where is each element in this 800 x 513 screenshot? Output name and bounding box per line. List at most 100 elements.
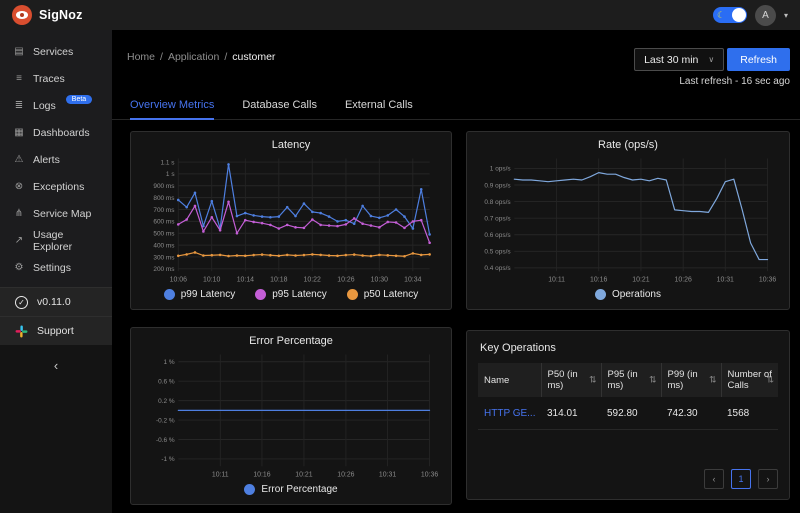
tab-overview-metrics[interactable]: Overview Metrics <box>130 90 215 120</box>
column-header-name[interactable]: Name <box>478 363 542 397</box>
error-percentage-chart[interactable]: 1 % 0.6 % 0.2 % -0.2 % -0.6 % -1 % 10:11 10:16 1… <box>131 348 451 481</box>
sort-icon[interactable]: ⇅ <box>766 374 774 385</box>
settings-icon: ⚙ <box>14 262 24 273</box>
svg-text:10:21: 10:21 <box>632 276 649 283</box>
svg-text:1.1 s: 1.1 s <box>161 159 175 166</box>
svg-text:0.2 %: 0.2 % <box>158 398 175 405</box>
sidebar-item-label: Exceptions <box>33 180 85 193</box>
sort-icon[interactable]: ⇅ <box>648 374 657 385</box>
legend-item[interactable]: Operations <box>595 289 661 300</box>
svg-text:-1 %: -1 % <box>161 456 175 463</box>
chevron-down-icon: ∨ <box>708 55 715 64</box>
column-header-p95[interactable]: P95 (in ms) ⇅ <box>601 363 662 397</box>
num-calls-value: 1568 <box>721 397 778 430</box>
rate-chart[interactable]: 1 ops/s 0.9 ops/s 0.8 ops/s 0.7 ops/s 0.6 op… <box>467 152 789 286</box>
sidebar-item-settings[interactable]: ⚙ Settings <box>0 254 112 281</box>
sidebar-item-label: Settings <box>33 261 71 274</box>
svg-text:0.8 ops/s: 0.8 ops/s <box>484 199 510 206</box>
latency-panel: Latency 1.1 s 1 s 900 ms 800 ms 700 ms 600 ms… <box>130 131 452 310</box>
column-header-p50[interactable]: P50 (in ms) ⇅ <box>541 363 602 397</box>
next-page-button[interactable]: › <box>758 469 778 489</box>
svg-text:10:22: 10:22 <box>304 276 321 283</box>
svg-text:1 ops/s: 1 ops/s <box>490 166 511 173</box>
svg-text:0.6 ops/s: 0.6 ops/s <box>484 232 510 239</box>
legend-item[interactable]: p50 Latency <box>346 289 418 300</box>
svg-text:10:18: 10:18 <box>270 276 287 283</box>
legend-item[interactable]: p99 Latency <box>163 289 236 300</box>
svg-text:600 ms: 600 ms <box>153 219 174 226</box>
sidebar-item-alerts[interactable]: ⚠ Alerts <box>0 146 112 173</box>
svg-text:10:26: 10:26 <box>337 276 354 283</box>
breadcrumb-application[interactable]: Application <box>167 51 220 63</box>
svg-text:10:11: 10:11 <box>212 471 229 478</box>
svg-text:10:34: 10:34 <box>404 276 421 283</box>
dark-mode-toggle[interactable]: ☾ <box>712 7 747 23</box>
signoz-logo[interactable]: SigNoz <box>12 5 83 25</box>
legend-label: Error Percentage <box>261 484 338 495</box>
sidebar-item-dashboards[interactable]: ▦ Dashboards <box>0 119 112 146</box>
sidebar-item-exceptions[interactable]: ⊗ Exceptions <box>0 173 112 200</box>
svg-text:10:26: 10:26 <box>337 471 354 478</box>
support-label: Support <box>37 325 74 337</box>
sidebar: ▤ Services ≡ Traces ≣ Logs Beta ▦ Dashbo… <box>0 30 112 513</box>
svg-text:0.4 ops/s: 0.4 ops/s <box>484 265 510 272</box>
moon-icon: ☾ <box>716 10 726 20</box>
legend-item[interactable]: p95 Latency <box>255 289 327 300</box>
sidebar-item-label: Traces <box>33 72 65 85</box>
svg-text:10:11: 10:11 <box>548 276 565 283</box>
svg-text:1 %: 1 % <box>164 359 175 366</box>
sidebar-item-logs[interactable]: ≣ Logs Beta <box>0 92 112 119</box>
svg-text:10:21: 10:21 <box>295 471 312 478</box>
avatar[interactable]: A <box>754 4 776 26</box>
svg-text:700 ms: 700 ms <box>153 207 174 214</box>
svg-text:10:14: 10:14 <box>237 276 254 283</box>
breadcrumb-home[interactable]: Home <box>127 51 156 63</box>
version-row[interactable]: ✓ v0.11.0 <box>0 287 112 316</box>
tab-external-calls[interactable]: External Calls <box>344 99 413 111</box>
time-range-select[interactable]: Last 30 min ∨ <box>634 48 725 71</box>
legend-item[interactable]: Error Percentage <box>244 484 338 495</box>
latency-legend: p99 Latency p95 Latency p50 Latency <box>131 286 451 309</box>
sidebar-item-label: Service Map <box>33 207 92 220</box>
rate-title: Rate (ops/s) <box>598 139 658 151</box>
prev-page-button[interactable]: ‹ <box>704 469 724 489</box>
sort-icon[interactable]: ⇅ <box>708 374 717 385</box>
sidebar-item-services[interactable]: ▤ Services <box>0 38 112 65</box>
column-header-num-calls[interactable]: Number of Calls ⇅ <box>721 363 778 397</box>
page-1-button[interactable]: 1 <box>731 469 751 489</box>
sidebar-collapse-button[interactable]: ‹ <box>53 358 59 373</box>
rate-panel: Rate (ops/s) 1 ops/s 0.9 ops/s 0.8 ops/s 0.… <box>466 131 790 310</box>
sidebar-item-usage-explorer[interactable]: ↗ Usage Explorer <box>0 227 112 254</box>
column-header-p99[interactable]: P99 (in ms) ⇅ <box>661 363 722 397</box>
version-label: v0.11.0 <box>37 296 71 308</box>
key-operations-title: Key Operations <box>480 342 556 354</box>
support-row[interactable]: Support <box>0 316 112 345</box>
svg-text:10:36: 10:36 <box>421 471 438 478</box>
sidebar-item-traces[interactable]: ≡ Traces <box>0 65 112 92</box>
key-operations-panel: Key Operations Name P50 (in ms) ⇅ P95 (i… <box>466 330 790 500</box>
time-range-value: Last 30 min <box>644 53 699 66</box>
exceptions-icon: ⊗ <box>14 181 24 192</box>
sort-icon[interactable]: ⇅ <box>588 374 597 385</box>
legend-label: p99 Latency <box>180 289 236 300</box>
svg-text:-0.6 %: -0.6 % <box>156 437 175 444</box>
sidebar-item-service-map[interactable]: ⋔ Service Map <box>0 200 112 227</box>
svg-text:0.6 %: 0.6 % <box>158 378 175 385</box>
svg-text:10:30: 10:30 <box>371 276 388 283</box>
legend-label: p95 Latency <box>272 289 327 300</box>
latency-chart[interactable]: 1.1 s 1 s 900 ms 800 ms 700 ms 600 ms 500 ms 40… <box>131 152 451 286</box>
breadcrumb: Home / Application / customer <box>127 51 276 63</box>
refresh-button[interactable]: Refresh <box>727 48 790 71</box>
legend-dot-icon <box>595 289 607 300</box>
tab-database-calls[interactable]: Database Calls <box>242 99 317 111</box>
sidebar-nav: ▤ Services ≡ Traces ≣ Logs Beta ▦ Dashbo… <box>0 30 112 287</box>
svg-text:500 ms: 500 ms <box>153 231 174 238</box>
header-actions: ☾ A ▾ <box>712 4 788 26</box>
signoz-logo-icon <box>12 5 32 25</box>
sidebar-item-label: Services <box>33 45 74 58</box>
latency-title: Latency <box>271 139 311 151</box>
chevron-down-icon[interactable]: ▾ <box>783 10 788 20</box>
operation-name-link[interactable]: HTTP GE... <box>478 397 541 430</box>
last-refresh-text: Last refresh - 16 sec ago <box>679 76 790 87</box>
